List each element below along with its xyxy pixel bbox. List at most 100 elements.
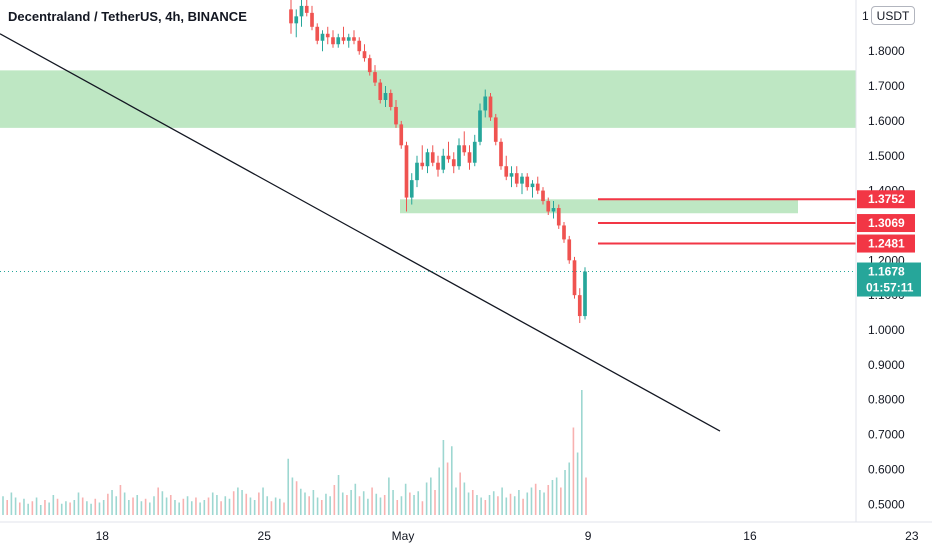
volume-bar xyxy=(69,502,71,515)
volume-bar xyxy=(450,446,453,515)
volume-bar xyxy=(266,496,269,515)
volume-bar xyxy=(488,495,491,515)
volume-bar xyxy=(23,498,25,515)
volume-bar xyxy=(174,500,176,515)
candle-body xyxy=(478,110,482,142)
candle-body xyxy=(352,37,356,41)
level-price-tag-text: 1.2481 xyxy=(868,237,905,251)
candle-body xyxy=(457,145,461,167)
volume-bar xyxy=(132,497,134,515)
volume-bar xyxy=(203,500,206,515)
volume-bar xyxy=(329,496,331,515)
candle-body xyxy=(577,295,582,317)
y-tick-label: 1.6000 xyxy=(868,114,905,128)
volume-bar xyxy=(65,501,67,515)
y-tick-label: 1.8000 xyxy=(868,44,905,58)
volume-bar xyxy=(245,493,248,515)
volume-bar xyxy=(220,501,222,515)
volume-bar xyxy=(18,502,21,515)
y-tick-label: 1.5000 xyxy=(868,149,905,163)
volume-bar xyxy=(400,496,403,515)
volume-bar xyxy=(367,498,369,515)
candle-body xyxy=(388,93,393,107)
candle-body xyxy=(483,96,488,111)
volume-bar xyxy=(291,477,294,515)
candle-body xyxy=(357,40,362,52)
candle-body xyxy=(472,141,477,163)
currency-selector[interactable]: USDT xyxy=(871,6,915,25)
y-tick-label: 0.8000 xyxy=(868,393,905,407)
volume-bar xyxy=(182,498,185,515)
volume-bar xyxy=(178,502,180,515)
volume-bar xyxy=(421,501,424,515)
volume-bar xyxy=(48,502,50,515)
level-price-tag xyxy=(857,234,915,253)
volume-bar xyxy=(547,485,550,515)
volume-bar xyxy=(392,490,394,515)
volume-bar xyxy=(430,477,432,515)
candle-body xyxy=(583,271,587,317)
volume-bar xyxy=(446,462,449,515)
volume-bar xyxy=(354,483,357,515)
volume-bar xyxy=(480,497,482,515)
candle-body xyxy=(462,145,467,153)
candle-body xyxy=(436,162,440,170)
volume-bar xyxy=(14,497,17,515)
volume-bar xyxy=(6,500,8,515)
level-price-tag-text: 1.3752 xyxy=(868,192,905,206)
volume-bar xyxy=(10,492,13,515)
level-price-tag-text: 1.3069 xyxy=(868,216,905,230)
candle-body xyxy=(488,96,493,118)
volume-bar xyxy=(299,488,302,515)
volume-bar xyxy=(190,501,193,515)
volume-bar xyxy=(312,490,315,515)
zone-1 xyxy=(400,199,798,214)
volume-bar xyxy=(44,500,46,515)
candle-body xyxy=(567,239,572,261)
volume-bar xyxy=(560,487,562,515)
candle-body xyxy=(562,225,566,240)
candle-body xyxy=(404,145,409,198)
volume-bar xyxy=(77,492,80,515)
volume-bar xyxy=(90,503,92,515)
candle-body xyxy=(325,33,330,38)
volume-bar xyxy=(128,500,130,515)
volume-bar xyxy=(279,498,281,515)
volume-bar xyxy=(81,497,84,515)
volume-bar xyxy=(539,490,541,515)
volume-bar xyxy=(568,462,571,515)
y-tick-label: 0.9000 xyxy=(868,358,905,372)
candle-body xyxy=(362,51,367,59)
x-tick-label: 16 xyxy=(743,529,757,543)
volume-bar xyxy=(249,497,252,515)
candle-body xyxy=(525,176,530,188)
volume-bar xyxy=(2,496,4,515)
candle-body xyxy=(346,37,351,41)
volume-layer xyxy=(2,390,587,515)
candle-body xyxy=(514,173,519,184)
volume-bar xyxy=(505,497,508,515)
volume-bar xyxy=(404,483,407,515)
candle-body xyxy=(493,117,498,142)
candle-body xyxy=(520,176,524,184)
level-price-tag xyxy=(857,190,915,209)
candle-body xyxy=(446,155,451,160)
volume-bar xyxy=(195,497,197,515)
volume-bar xyxy=(572,427,575,515)
volume-bar xyxy=(358,496,361,515)
candle-body xyxy=(399,124,404,146)
volume-bar xyxy=(304,492,306,515)
volume-bar xyxy=(442,440,445,515)
candle-body xyxy=(378,82,383,100)
y-tick-label: 0.6000 xyxy=(868,462,905,476)
volume-bar xyxy=(283,502,285,515)
candle-body xyxy=(509,173,514,177)
y-tick-label-partial: 1 xyxy=(862,9,869,23)
volume-bar xyxy=(148,502,151,515)
current-price-text: 1.1678 xyxy=(868,265,905,279)
volume-bar xyxy=(274,497,277,515)
volume-bar xyxy=(362,491,365,515)
volume-bar xyxy=(455,487,457,515)
overlays-layer xyxy=(0,33,856,432)
